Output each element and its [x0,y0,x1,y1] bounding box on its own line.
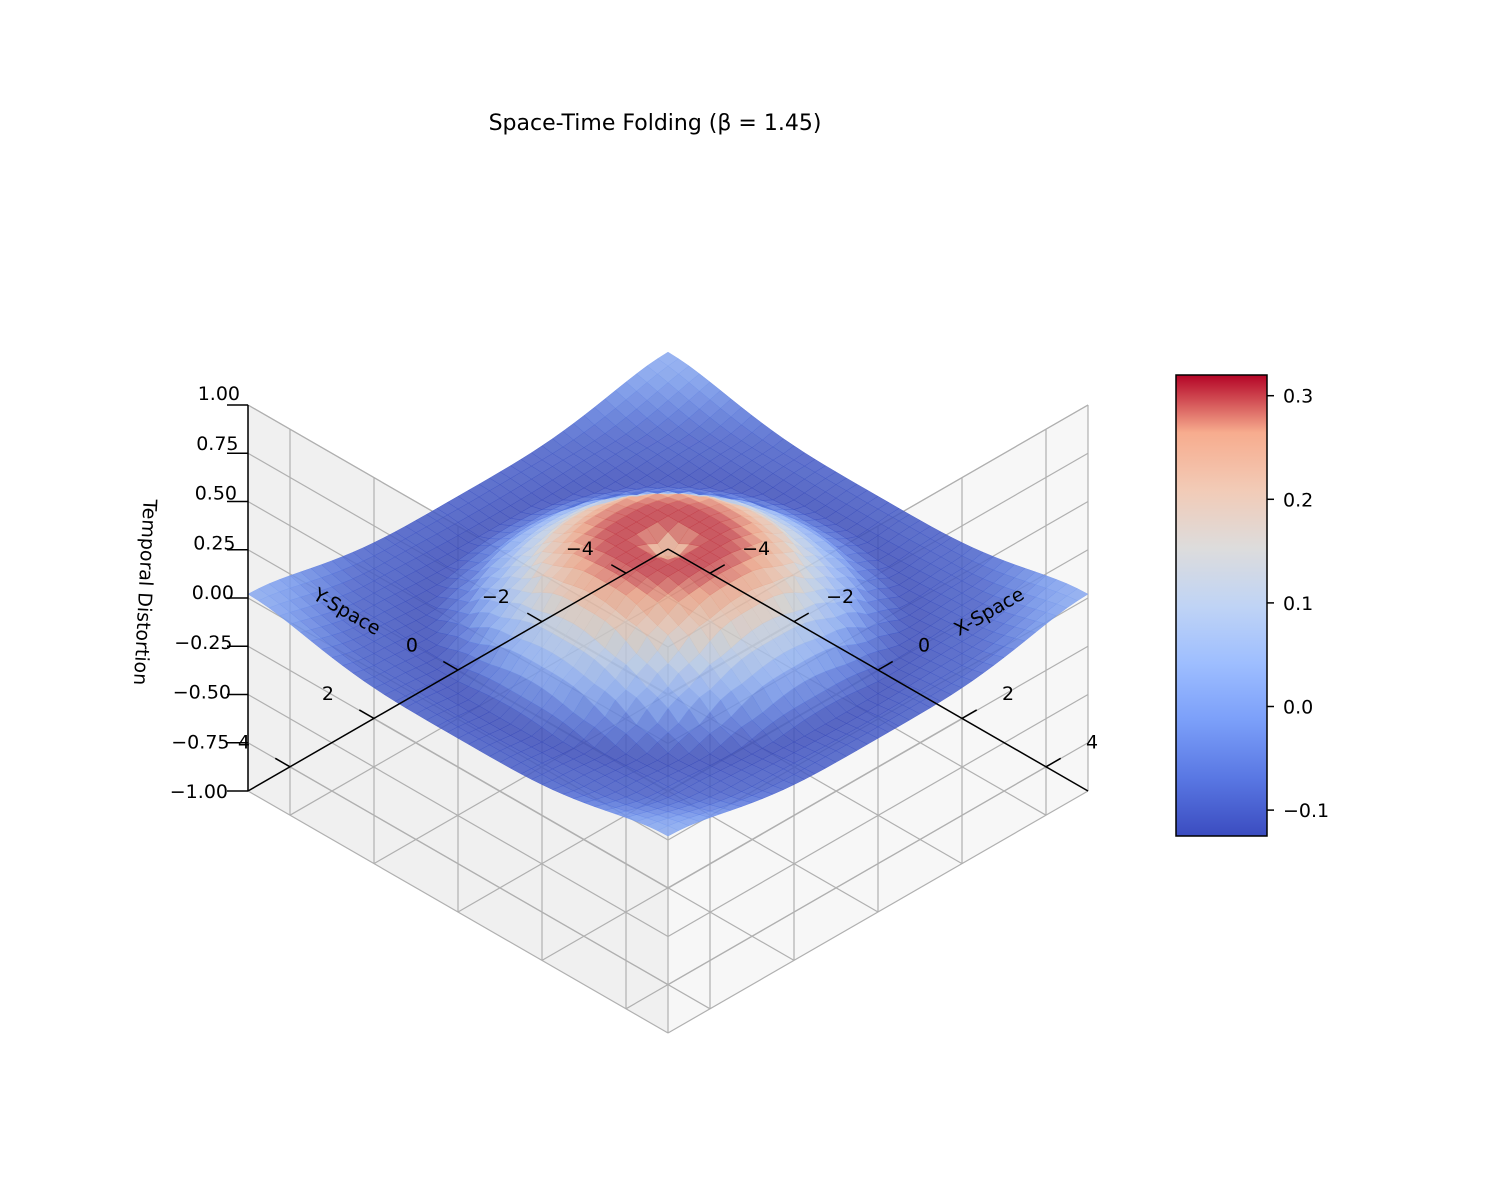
grid-line [247,645,669,889]
colorbar-tick-label: 0.0 [1283,697,1313,719]
grid-line [247,693,669,938]
colorbar-tick-label: 0.2 [1283,489,1313,511]
y-tick-label: 2 [322,683,334,705]
axes-lines: −4−2024−4−2024−1.00−0.75−0.50−0.250.000.… [170,383,1098,803]
z-tick-label: −0.25 [174,632,232,654]
grid-line [247,790,669,1034]
x-tick-label: 2 [1002,683,1014,705]
surface-patch [657,351,679,367]
x-tick-label: −4 [742,538,770,560]
y-tick [442,660,459,671]
y-tick [610,564,627,574]
chart-title: Space-Time Folding (β = 1.45) [489,111,822,136]
x-tick-label: 4 [1086,731,1098,753]
x-tick [1045,757,1062,768]
z-axis-label: Temporal Distortion [129,498,161,686]
x-tick-label: 0 [918,635,930,657]
x-tick-label: −2 [826,586,854,608]
colorbar: −0.1 0.0 0.1 0.2 0.3 [1175,374,1329,837]
y-tick-label: −2 [482,586,510,608]
y-tick-label: −4 [566,538,594,560]
y-tick [358,709,375,720]
grid-line [667,645,1089,889]
y-tick-label: 0 [406,635,418,657]
z-tick-label: 0.75 [196,433,238,455]
z-tick-label: −0.50 [173,682,231,704]
grid-line [247,742,669,986]
y-tick [526,612,543,623]
colorbar-tick-label: 0.3 [1283,386,1313,408]
z-tick-label: −1.00 [170,781,228,803]
y-tick [274,757,291,768]
colorbar-tick-label: −0.1 [1283,800,1329,822]
z-tick-label: 1.00 [198,383,240,405]
grid-line [667,790,1089,1034]
x-tick [961,709,978,720]
x-tick [709,564,726,574]
colorbar-gradient [1175,374,1268,837]
z-tick-label: 0.50 [195,483,237,505]
z-tick-label: 0.25 [193,532,235,554]
x-tick [793,612,810,623]
surface-plot [247,351,1089,837]
z-tick-label: 0.00 [192,582,234,604]
grid-line [667,693,1089,938]
z-tick-label: −0.75 [171,731,229,753]
grid-line [667,742,1089,986]
colorbar-tick-label: 0.1 [1283,593,1313,615]
x-tick [877,660,894,671]
